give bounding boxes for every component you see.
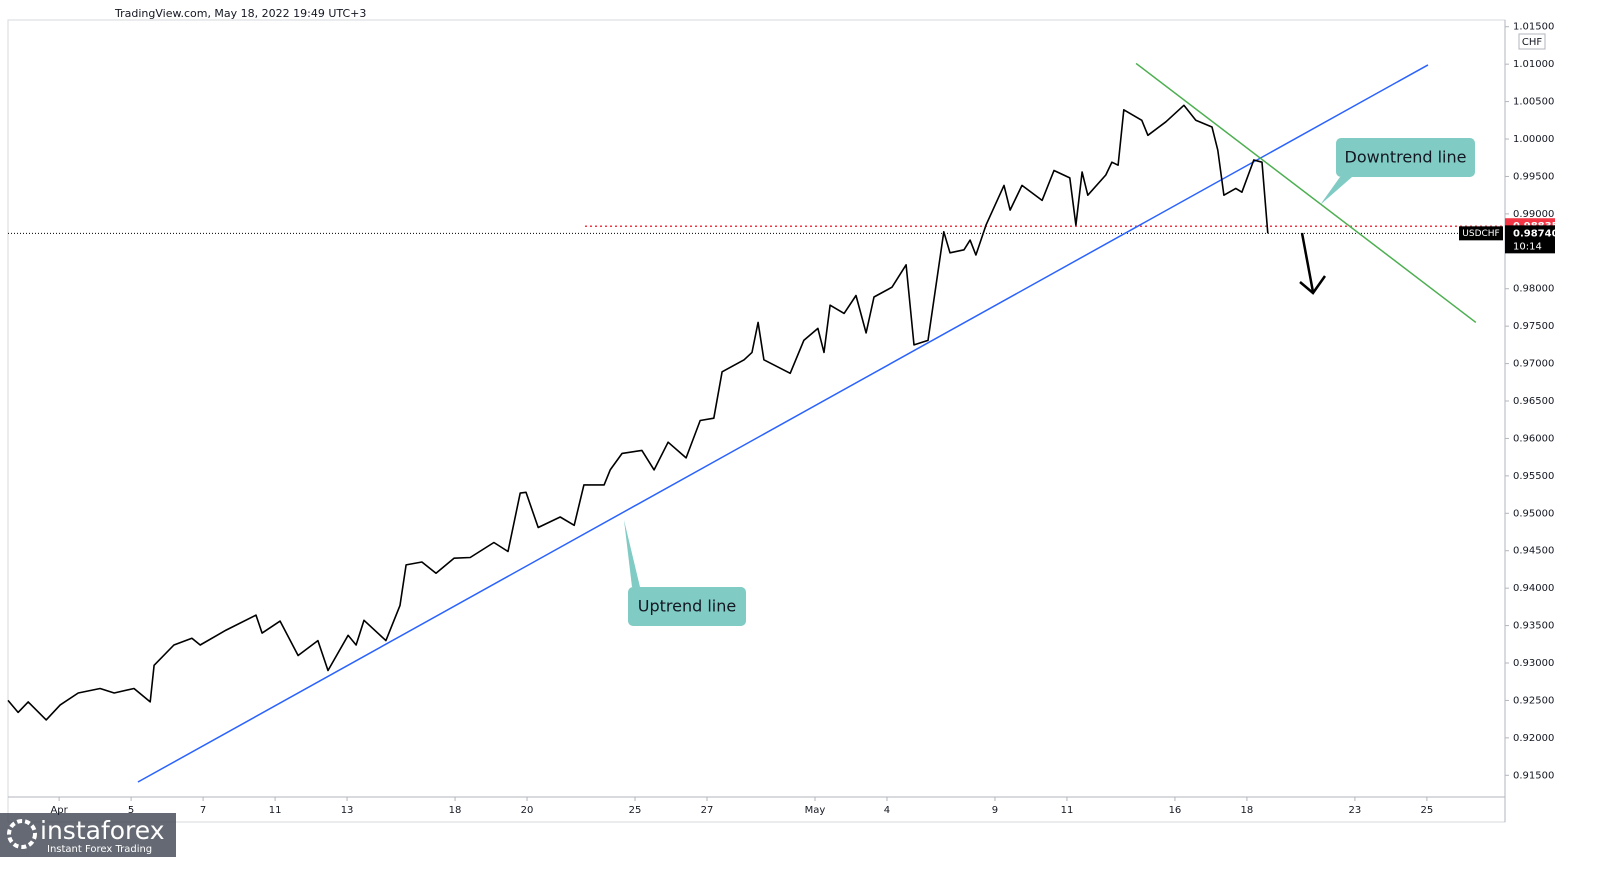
x-tick-label: 4 [884, 805, 890, 816]
x-tick-label: May [805, 805, 826, 816]
x-tick-label: 16 [1169, 805, 1182, 816]
y-tick-label: 0.96500 [1513, 396, 1554, 407]
y-tick-label: 1.00000 [1513, 134, 1554, 145]
symbol-label: USDCHF [1462, 229, 1499, 239]
price-level-timer: 10:14 [1513, 241, 1542, 252]
callout-pointer [624, 520, 640, 587]
y-tick-label: 0.99500 [1513, 171, 1554, 182]
price-level-label: 0.98740 [1513, 228, 1559, 239]
callout-box [628, 587, 746, 626]
y-tick-label: 0.92500 [1513, 695, 1554, 706]
y-tick-label: 1.00500 [1513, 97, 1554, 108]
y-tick-label: 0.96000 [1513, 433, 1554, 444]
y-tick-label: 0.98000 [1513, 284, 1554, 295]
x-tick-label: 20 [521, 805, 534, 816]
y-tick-label: 0.99000 [1513, 209, 1554, 220]
symbol-box [1459, 226, 1503, 241]
callout-pointer [1320, 177, 1352, 205]
y-tick-label: 0.95000 [1513, 508, 1554, 519]
y-tick-label: 0.95500 [1513, 471, 1554, 482]
plot-frame [7, 19, 1506, 823]
watermark-bg [0, 813, 176, 857]
watermark-tagline: Instant Forex Trading [47, 844, 152, 855]
x-tick-label: 27 [701, 805, 714, 816]
y-tick-label: 0.93500 [1513, 621, 1554, 632]
x-tick-label: Apr [50, 805, 68, 816]
x-tick-label: 11 [269, 805, 282, 816]
callout-box [1336, 138, 1475, 177]
arrow-head [1299, 275, 1327, 295]
forecast-arrow [1299, 232, 1327, 295]
x-tick-label: 7 [200, 805, 206, 816]
x-tick-label: 18 [449, 805, 462, 816]
y-tick-label: 0.91500 [1513, 770, 1554, 781]
y-tick-label: 1.01500 [1513, 22, 1554, 33]
watermark-brand: instaforex [40, 816, 165, 845]
y-tick-label: 0.93000 [1513, 658, 1554, 669]
callout-label: Downtrend line [1345, 148, 1467, 167]
arrow-shaft [1300, 232, 1315, 293]
y-tick-label: 0.92000 [1513, 733, 1554, 744]
watermark-logo [7, 819, 37, 849]
x-tick-label: 25 [1421, 805, 1434, 816]
y-tick-label: 0.97000 [1513, 359, 1554, 370]
price-level-box [1505, 225, 1555, 254]
currency: CHF [1522, 37, 1543, 48]
y-tick-label: 0.97500 [1513, 321, 1554, 332]
x-tick-label: 18 [1241, 805, 1254, 816]
x-tick-label: 23 [1349, 805, 1362, 816]
header: TradingView.com, May 18, 2022 19:49 UTC+… [114, 7, 366, 20]
callout-label: Uptrend line [638, 597, 736, 616]
x-tick-label: 13 [341, 805, 354, 816]
trendline [137, 64, 1429, 783]
y-tick-label: 0.94500 [1513, 546, 1554, 557]
trendline [1135, 62, 1477, 324]
x-tick-label: 5 [128, 805, 134, 816]
x-tick-label: 9 [992, 805, 998, 816]
price-line [7, 104, 1269, 721]
x-tick-label: 25 [629, 805, 642, 816]
y-tick-label: 1.01000 [1513, 59, 1554, 70]
watermark: instaforex Instant Forex Trading [0, 813, 176, 857]
y-tick-label: 0.94000 [1513, 583, 1554, 594]
currency-box [1518, 33, 1546, 50]
x-tick-label: 11 [1061, 805, 1074, 816]
